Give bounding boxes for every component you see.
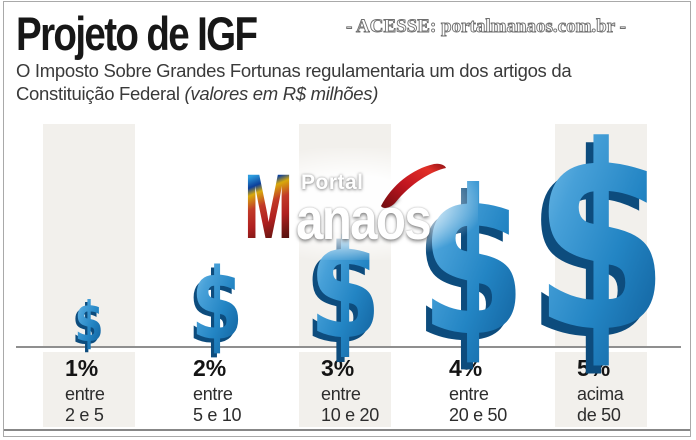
logo-m-letter: M [244,156,294,258]
bottom-rule [4,429,690,431]
logo-word-manaos: anaós [296,187,432,252]
dollar-face: $ [74,290,104,354]
subtitle-text: O Imposto Sobre Grandes Fortunas regulam… [16,60,572,104]
rate-value: 5% [577,355,647,383]
logo-word-portal: Portal [301,171,364,194]
page-title: Projeto de IGF [16,7,258,60]
column-background-5 [555,124,647,347]
dollar-extrusion: $ [188,260,240,359]
column-background-1 [43,124,135,347]
dollar-sign-icon: $$ [526,113,668,376]
label-background-1 [43,352,135,427]
range-line1: acima [577,383,624,404]
range-line2: 2 e 5 [65,405,104,426]
site-banner: - ACESSE: portalmanaos.com.br - [346,16,627,38]
rate-value: 4% [449,355,519,383]
range-line2: de 50 [577,405,621,426]
rate-value: 2% [193,355,227,381]
dollar-extrusion: $ [72,298,101,353]
column-label-5: 5% acima de 50 [555,355,647,427]
column-label-4: 4% entre 20 e 50 [427,355,519,427]
range-line2: 20 e 50 [449,405,507,426]
red-swoosh-icon [381,163,446,208]
dollar-sign-icon: $$ [188,256,243,359]
column-label-1: 1% entre 2 e 5 [43,355,135,427]
column-label-2: 2% entre 5 e 10 [171,355,263,427]
subtitle: O Imposto Sobre Grandes Fortunas regulam… [16,59,594,105]
range-line1: entre [321,383,361,404]
dollar-sign-icon: $$ [72,295,103,353]
baseline-rule [16,346,681,348]
range-line1: entre [193,383,233,404]
rate-value: 3% [321,355,391,383]
range-line1: entre [449,383,489,404]
range-line1: entre [65,383,105,404]
rate-value: 1% [65,355,99,381]
column-label-3: 3% entre 10 e 20 [299,355,391,427]
label-background-3 [299,352,391,427]
dollar-face: $ [190,248,244,363]
range-line2: 5 e 10 [193,405,242,426]
subtitle-note: (valores em R$ milhões) [184,83,379,104]
dollar-face: $ [533,92,669,389]
label-background-5 [555,352,647,427]
dollar-extrusion: $ [526,121,661,376]
range-line2: 10 e 20 [321,405,379,426]
